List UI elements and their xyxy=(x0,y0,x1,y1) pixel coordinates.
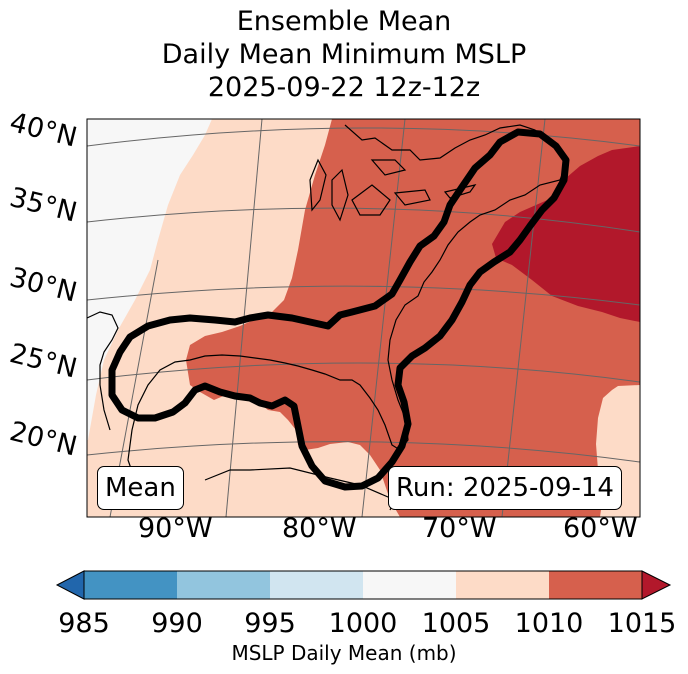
lon-label-70w: 70°W xyxy=(422,513,497,544)
field-1000-1005 xyxy=(87,119,212,440)
contour-line xyxy=(108,128,570,491)
title-line-3: 2025-09-22 12z-12z xyxy=(207,72,481,103)
map-frame xyxy=(86,118,641,518)
colorbar-label: MSLP Daily Mean (mb) xyxy=(231,641,457,665)
colorbar-tick-985: 985 xyxy=(58,608,110,639)
lon-label-80w: 80°W xyxy=(282,513,357,544)
field-over-1015 xyxy=(492,146,640,322)
colorbar-segment-990-995 xyxy=(177,571,270,599)
colorbar-tick-1005: 1005 xyxy=(421,608,491,639)
colorbar-over-extension xyxy=(641,570,672,600)
graticule xyxy=(87,119,640,517)
colorbar-segment-995-1000 xyxy=(270,571,363,599)
mean-label-box: Mean xyxy=(97,466,184,510)
colorbar-tick-1000: 1000 xyxy=(328,608,398,639)
colorbar-tick-1010: 1010 xyxy=(514,608,584,639)
run-label-box: Run: 2025-09-14 xyxy=(388,466,622,510)
colorbar xyxy=(55,570,672,600)
colorbar-segment-1010-1015 xyxy=(549,571,642,599)
colorbar-segment-1000-1005 xyxy=(363,571,456,599)
colorbar-under-extension xyxy=(55,570,85,600)
colorbar-segment-985-990 xyxy=(84,571,177,599)
colorbar-tick-1015: 1015 xyxy=(607,608,677,639)
title-line-1: Ensemble Mean xyxy=(236,6,452,37)
lon-label-90w: 90°W xyxy=(138,513,213,544)
colorbar-frame xyxy=(83,570,643,600)
colorbar-tick-990: 990 xyxy=(151,608,203,639)
colorbar-tick-995: 995 xyxy=(244,608,296,639)
title-line-2: Daily Mean Minimum MSLP xyxy=(161,39,527,70)
colorbar-segment-1005-1010 xyxy=(456,571,549,599)
lon-label-60w: 60°W xyxy=(563,513,638,544)
